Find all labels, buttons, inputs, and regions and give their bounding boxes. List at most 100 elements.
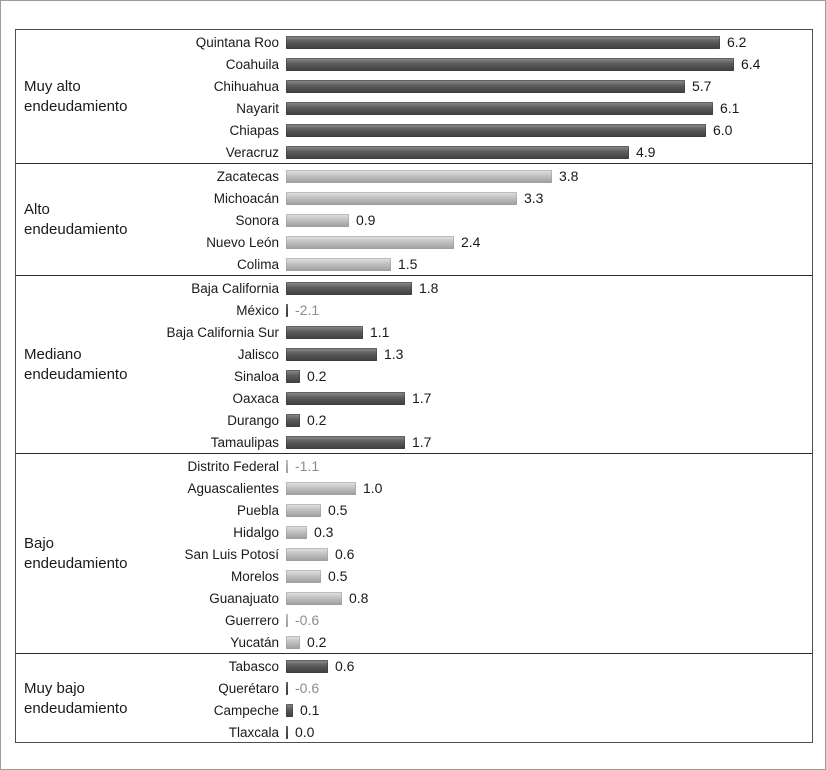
value-label: -2.1 <box>295 302 320 318</box>
debt-group: Alto endeudamiento Zacatecas 3.8 Michoacán 3… <box>16 163 812 275</box>
state-label: Baja California <box>191 280 279 296</box>
bar <box>286 191 517 205</box>
bar <box>286 391 405 405</box>
state-label: Quintana Roo <box>195 34 279 50</box>
bar-track: 0.6 <box>286 543 812 565</box>
value-label: 0.2 <box>307 368 327 384</box>
bar-track: 0.9 <box>286 209 812 231</box>
bar <box>286 101 713 115</box>
value-label: 0.2 <box>307 412 327 428</box>
state-label: Querétaro <box>218 680 279 696</box>
bar-track: 3.8 <box>286 165 812 187</box>
bar-row: Morelos 0.5 <box>148 565 812 587</box>
bar-track: 0.3 <box>286 521 812 543</box>
value-label: 0.2 <box>307 634 327 650</box>
bar <box>286 303 288 317</box>
bar <box>286 635 300 649</box>
bar <box>286 169 552 183</box>
bar <box>286 281 412 295</box>
bar <box>286 613 288 627</box>
bar-row: Nuevo León 2.4 <box>148 231 812 253</box>
debt-group: Bajo endeudamiento Distrito Federal -1.1 Ag… <box>16 453 812 653</box>
state-label: Tabasco <box>228 658 279 674</box>
value-label: 2.4 <box>461 234 481 250</box>
value-label: 3.8 <box>559 168 579 184</box>
state-label: Guanajuato <box>209 590 279 606</box>
state-label: Jalisco <box>237 346 279 362</box>
bar <box>286 79 685 93</box>
value-label: 1.5 <box>398 256 418 272</box>
bar <box>286 525 307 539</box>
state-label: México <box>236 302 279 318</box>
state-label: Hidalgo <box>233 524 279 540</box>
bar-row: Tabasco 0.6 <box>148 655 812 677</box>
bar-row: Yucatán 0.2 <box>148 631 812 653</box>
bar-row: Michoacán 3.3 <box>148 187 812 209</box>
bar-track: 1.8 <box>286 277 812 299</box>
value-label: -1.1 <box>295 458 320 474</box>
state-label: Yucatán <box>230 634 279 650</box>
bar-row: Jalisco 1.3 <box>148 343 812 365</box>
bar <box>286 123 706 137</box>
state-label: Colima <box>236 256 279 272</box>
bar-track: 1.0 <box>286 477 812 499</box>
bar-track: 0.5 <box>286 565 812 587</box>
group-label: Muy alto endeudamiento <box>24 78 128 115</box>
value-label: -0.6 <box>295 612 320 628</box>
bar <box>286 569 321 583</box>
state-label: Sinaloa <box>233 368 279 384</box>
group-label: Mediano endeudamiento <box>24 346 128 383</box>
bar <box>286 481 356 495</box>
bar <box>286 235 454 249</box>
value-label: 0.5 <box>328 502 348 518</box>
value-label: 1.0 <box>363 480 383 496</box>
bar <box>286 703 293 717</box>
state-label: Coahuila <box>225 56 279 72</box>
state-label: Puebla <box>236 502 279 518</box>
bar-row: Campeche 0.1 <box>148 699 812 721</box>
value-label: 0.6 <box>335 546 355 562</box>
bar-row: Hidalgo 0.3 <box>148 521 812 543</box>
bar-row: San Luis Potosí 0.6 <box>148 543 812 565</box>
bar-row: México -2.1 <box>148 299 812 321</box>
bar-track: 0.0 <box>286 721 812 743</box>
value-label: 6.0 <box>713 122 733 138</box>
bar-row: Querétaro -0.6 <box>148 677 812 699</box>
state-label: Chihuahua <box>213 78 279 94</box>
bar-row: Oaxaca 1.7 <box>148 387 812 409</box>
bar-row: Distrito Federal -1.1 <box>148 455 812 477</box>
state-label: San Luis Potosí <box>184 546 279 562</box>
bar <box>286 35 720 49</box>
group-rows: Zacatecas 3.8 Michoacán 3.3 Sonora 0.9 Nuevo L… <box>148 164 812 275</box>
bar <box>286 435 405 449</box>
bar <box>286 57 734 71</box>
bar-row: Guanajuato 0.8 <box>148 587 812 609</box>
bar-row: Chiapas 6.0 <box>148 119 812 141</box>
bar-row: Guerrero -0.6 <box>148 609 812 631</box>
bar-track: 6.0 <box>286 119 812 141</box>
bar-track: 1.7 <box>286 387 812 409</box>
state-label: Zacatecas <box>216 168 279 184</box>
bar-track: 0.8 <box>286 587 812 609</box>
bar-track: 4.9 <box>286 141 812 163</box>
bar-row: Quintana Roo 6.2 <box>148 31 812 53</box>
group-rows: Tabasco 0.6 Querétaro -0.6 Campeche 0.1 Tlaxca… <box>148 654 812 743</box>
value-label: 0.1 <box>300 702 320 718</box>
value-label: 6.2 <box>727 34 747 50</box>
bar <box>286 459 288 473</box>
bar-row: Tamaulipas 1.7 <box>148 431 812 453</box>
bar <box>286 145 629 159</box>
debt-group: Mediano endeudamiento Baja California 1.8 M… <box>16 275 812 453</box>
bar <box>286 725 288 739</box>
bar-track: 0.5 <box>286 499 812 521</box>
bar-track: 1.5 <box>286 253 812 275</box>
bar-row: Sonora 0.9 <box>148 209 812 231</box>
state-label: Michoacán <box>213 190 279 206</box>
value-label: 1.7 <box>412 434 432 450</box>
group-label: Bajo endeudamiento <box>24 535 128 572</box>
value-label: 0.0 <box>295 724 315 740</box>
bar-track: 2.4 <box>286 231 812 253</box>
bar-row: Tlaxcala 0.0 <box>148 721 812 743</box>
value-label: 0.8 <box>349 590 369 606</box>
